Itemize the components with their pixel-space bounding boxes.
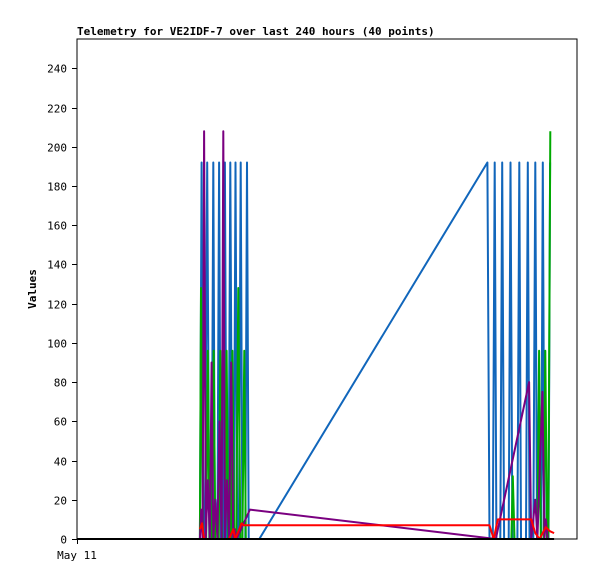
y-tick-label: 200 bbox=[47, 142, 67, 155]
series-group bbox=[77, 130, 555, 540]
y-tick-label: 240 bbox=[47, 63, 67, 76]
y-tick-label: 20 bbox=[54, 495, 67, 508]
y-axis: 0 20 40 60 80 100 120 140 160 180 200 220 240 bbox=[47, 63, 77, 547]
y-tick-label: 40 bbox=[54, 456, 67, 469]
y-tick-label: 60 bbox=[54, 416, 67, 429]
y-tick-label: 80 bbox=[54, 377, 67, 390]
y-tick-label: 140 bbox=[47, 259, 67, 272]
series-line-3 bbox=[198, 130, 549, 540]
x-tick-label: May 11 bbox=[57, 549, 97, 562]
y-axis-label: Values bbox=[26, 269, 39, 309]
y-tick-label: 180 bbox=[47, 181, 67, 194]
y-tick-label: 100 bbox=[47, 338, 67, 351]
y-tick-label: 220 bbox=[47, 103, 67, 116]
chart-title: Telemetry for VE2IDF-7 over last 240 hou… bbox=[77, 25, 435, 38]
y-tick-label: 160 bbox=[47, 220, 67, 233]
y-tick-label: 0 bbox=[60, 534, 67, 547]
y-tick-label: 120 bbox=[47, 299, 67, 312]
